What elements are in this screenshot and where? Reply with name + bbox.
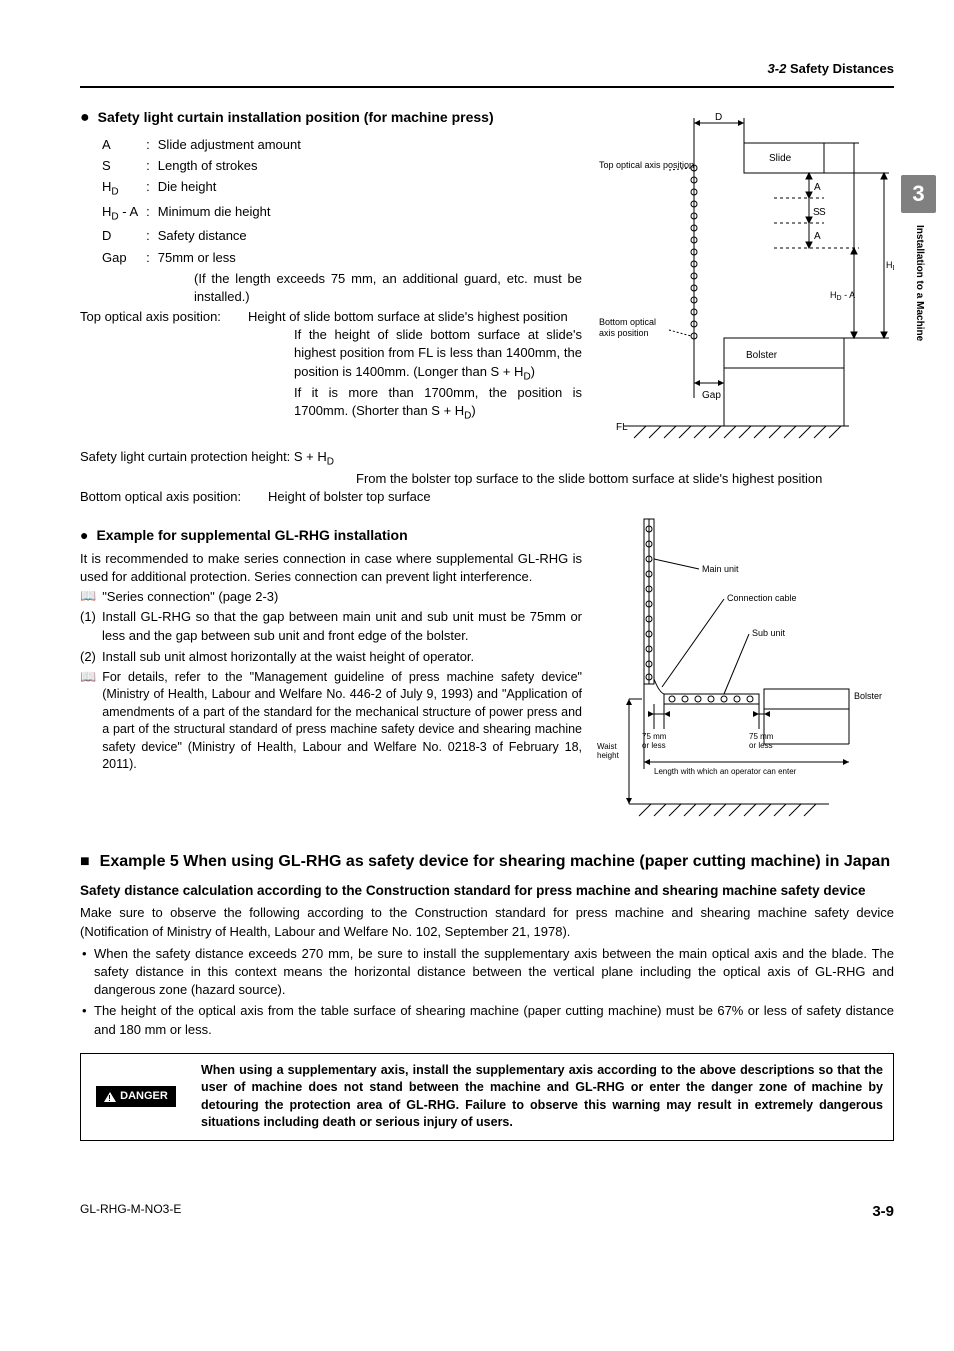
protect-val: From the bolster top surface to the slid… [80,470,894,488]
section-number: 3-2 [768,61,787,76]
heading-text: Safety light curtain installation positi… [98,108,494,128]
sec2-para: It is recommended to make series connect… [80,550,582,586]
svg-text:Waistheight: Waistheight [597,742,620,760]
protect-height: Safety light curtain protection height: … [80,448,894,470]
svg-text:75 mmor less: 75 mmor less [749,732,774,750]
svg-text:Bottom opticalaxis position: Bottom opticalaxis position [599,317,656,338]
page-number: 3-9 [872,1201,894,1222]
svg-text:Top optical axis position: Top optical axis position [599,160,694,170]
svg-text:Length with which an operator: Length with which an operator can enter [654,767,797,776]
book-icon: 📖 [80,588,96,605]
ref-series: 📖 "Series connection" (page 2-3) [80,588,582,606]
svg-text:Main unit: Main unit [702,564,739,574]
danger-text: When using a supplementary axis, install… [191,1054,893,1140]
top-axis-val1: Height of slide bottom surface at slide'… [248,308,568,326]
chapter-label: Installation to a Machine [912,225,926,341]
press-diagram: FL Bolster Slide [594,108,894,448]
content: ● Safety light curtain installation posi… [80,108,894,1141]
svg-text:Connection cable: Connection cable [727,593,797,603]
header-rule [80,86,894,88]
svg-text:75 mmor less: 75 mmor less [642,732,667,750]
ref-details: 📖 For details, refer to the "Management … [80,669,582,774]
svg-text:Slide: Slide [769,153,792,164]
section-title: Safety Distances [790,61,894,76]
svg-text:FL: FL [616,422,628,433]
bullet-item: The height of the optical axis from the … [80,1002,894,1038]
svg-text:Bolster: Bolster [854,691,882,701]
page-footer: GL-RHG-M-NO3-E 3-9 [80,1201,894,1222]
gap-extra: (If the length exceeds 75 mm, an additio… [100,270,582,306]
page-header: 3-2 Safety Distances [80,60,894,78]
chapter-tab: 3 [901,175,936,213]
danger-box: DANGER When using a supplementary axis, … [80,1053,894,1141]
svg-text:A: A [814,231,821,242]
bullet-item: When the safety distance exceeds 270 mm,… [80,945,894,1000]
svg-text:Sub unit: Sub unit [752,628,786,638]
warning-icon [104,1092,116,1102]
danger-badge: DANGER [96,1086,176,1107]
svg-text:HD: HD [886,260,894,272]
top-axis-label: Top optical axis position: [80,308,248,326]
sec3-para: Make sure to observe the following accor… [80,904,894,940]
definition-table: A:Slide adjustment amount S:Length of st… [100,134,309,270]
book-icon: 📖 [80,669,96,686]
square-icon: ■ [80,851,90,873]
svg-text:HD - A: HD - A [830,290,855,302]
svg-text:S: S [813,207,820,218]
sec3-bullets: When the safety distance exceeds 270 mm,… [80,945,894,1039]
sec3-heading: ■ Example 5 When using GL-RHG as safety … [80,851,894,873]
svg-text:S: S [819,207,826,218]
bottom-axis-val: Height of bolster top surface [268,488,431,506]
svg-text:A: A [814,182,821,193]
bottom-axis-label: Bottom optical axis position: [80,488,268,506]
bullet-icon: ● [80,526,88,546]
danger-label: DANGER [120,1089,168,1104]
install-steps: (1)Install GL-RHG so that the gap betwee… [80,608,582,666]
svg-text:Bolster: Bolster [746,350,778,361]
svg-text:D: D [715,112,722,123]
chapter-number: 3 [912,179,924,210]
supplemental-diagram: Bolster Main unit Connection cable [594,514,894,829]
sec1-heading: ● Safety light curtain installation posi… [80,108,582,128]
svg-text:Gap: Gap [702,390,721,401]
bullet-icon: ● [80,108,90,127]
doc-id: GL-RHG-M-NO3-E [80,1201,181,1222]
sec2-heading: ● Example for supplemental GL-RHG instal… [80,526,582,546]
sec3-sub: Safety distance calculation according to… [80,882,894,901]
